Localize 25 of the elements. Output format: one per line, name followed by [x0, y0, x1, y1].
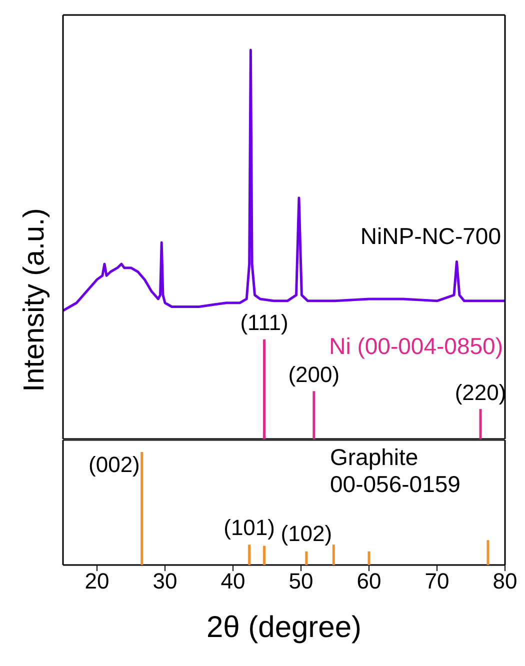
- x-tick-label: 30: [152, 568, 178, 594]
- text: Graphite 00-056-0159: [330, 444, 460, 498]
- x-tick-label: 70: [424, 568, 450, 594]
- x-tick-label: 20: [84, 568, 110, 594]
- y-axis-title: Intensity (a.u.): [18, 208, 52, 392]
- annotation: (101): [224, 514, 275, 540]
- series-label: NiNP-NC-700: [360, 223, 501, 250]
- bar: [248, 544, 251, 565]
- bar: [305, 551, 308, 565]
- bar: [263, 546, 266, 565]
- annotation: (002): [88, 452, 140, 478]
- annotation: (200): [287, 362, 341, 388]
- series-label: Ni (00-004-0850): [329, 333, 503, 360]
- x-axis-title: 2θ (degree): [205, 611, 363, 645]
- x-tick-label: 80: [492, 568, 518, 594]
- annotation: (102): [280, 521, 332, 546]
- x-tick-label: 60: [356, 568, 382, 594]
- x-tick-label: 50: [288, 568, 314, 594]
- bar: [140, 452, 144, 565]
- bar: [486, 540, 490, 565]
- x-tick-label: 40: [220, 568, 246, 594]
- annotation: (220): [454, 380, 508, 406]
- annotation: (111): [239, 310, 290, 336]
- bar: [368, 551, 370, 565]
- bar: [332, 544, 335, 565]
